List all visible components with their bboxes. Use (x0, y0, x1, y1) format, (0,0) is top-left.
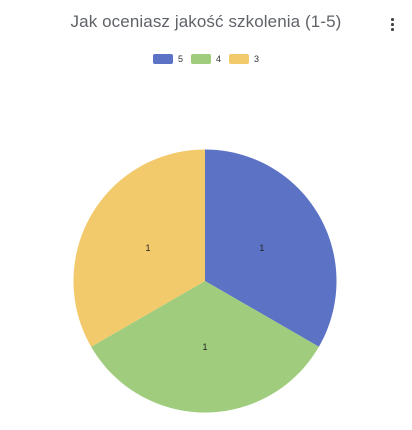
pie-slices (73, 149, 337, 413)
pie-slice-label: 1 (202, 342, 207, 352)
legend-item[interactable]: 3 (229, 54, 259, 64)
more-vert-icon (391, 18, 394, 21)
legend-label: 5 (177, 54, 183, 64)
pie-slice-labels: 1 1 1 (146, 243, 265, 352)
chart-menu-button[interactable] (384, 14, 400, 34)
pie-slice-5[interactable] (205, 149, 337, 347)
pie-slice-label: 1 (146, 243, 151, 253)
pie-slice-4[interactable] (91, 281, 319, 413)
legend-swatch (152, 54, 173, 64)
legend-item[interactable]: 5 (152, 54, 183, 64)
legend-label: 4 (215, 54, 221, 64)
legend-label: 3 (254, 54, 260, 64)
legend-swatch (190, 54, 211, 64)
legend: 5 4 3 (0, 54, 412, 64)
legend-swatch (229, 54, 249, 64)
pie-slice-3[interactable] (73, 149, 205, 347)
chart-title: Jak oceniasz jakość szkolenia (1-5) (70, 12, 342, 31)
more-vert-icon-dot (391, 28, 394, 31)
pie-slice-label: 1 (259, 243, 264, 253)
more-vert-icon-dot (391, 23, 394, 26)
legend-item[interactable]: 4 (190, 54, 221, 64)
